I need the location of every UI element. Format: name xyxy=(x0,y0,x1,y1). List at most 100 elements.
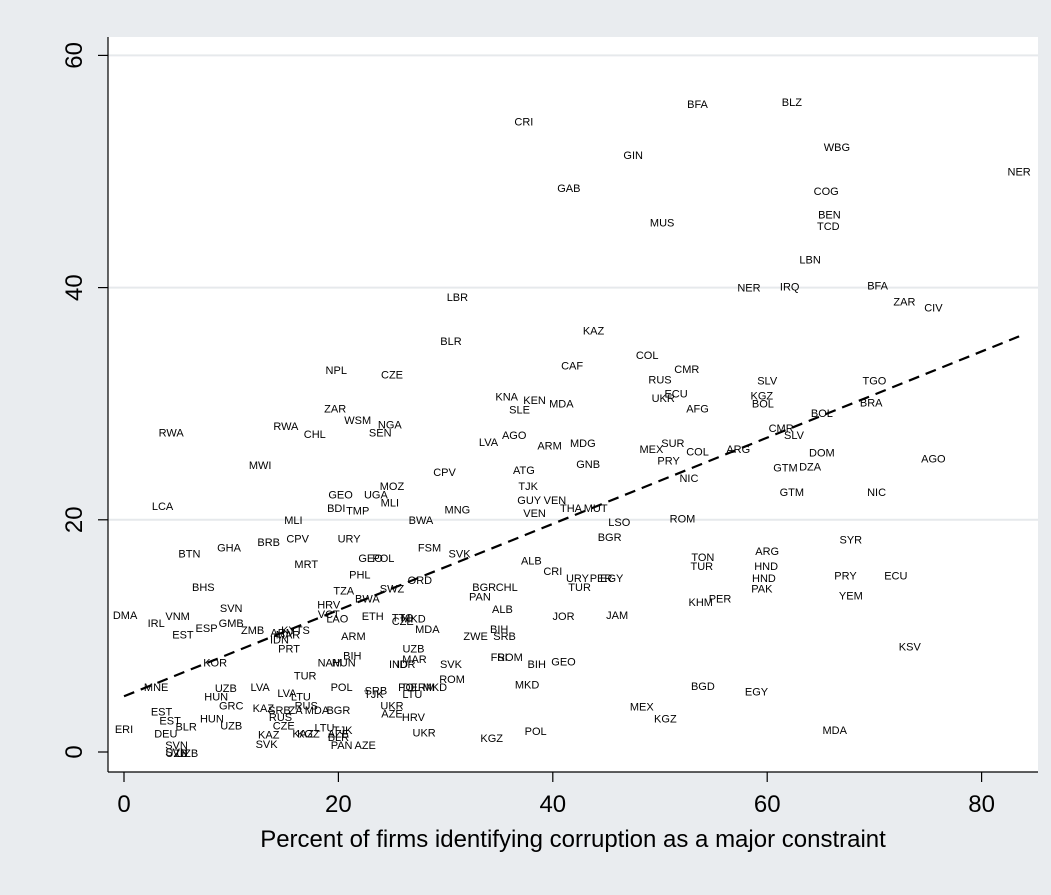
point-label-152: UZB xyxy=(402,644,424,656)
point-label-12: NER xyxy=(737,283,760,295)
point-label-173: LVA xyxy=(251,682,271,694)
point-label-162: BIH xyxy=(528,659,546,671)
point-label-121: BWA xyxy=(355,594,380,606)
point-label-181: LVA xyxy=(277,688,297,700)
point-label-48: SLV xyxy=(784,430,805,442)
point-label-158: NAM xyxy=(318,658,342,670)
point-label-109: ECU xyxy=(884,571,907,583)
point-label-209: BLR xyxy=(328,732,349,744)
point-label-100: MRT xyxy=(294,559,318,571)
point-label-49: LVA xyxy=(479,437,499,449)
point-label-150: IDN xyxy=(270,634,289,646)
point-label-178: SRB xyxy=(365,685,388,697)
point-label-6: GAB xyxy=(557,183,580,195)
point-label-43: SEN xyxy=(369,428,392,440)
point-label-216: SVK xyxy=(256,739,279,751)
point-label-57: PRY xyxy=(657,456,680,468)
point-label-176: DERM xyxy=(403,682,435,694)
point-label-103: CRI xyxy=(543,566,562,578)
point-label-102: TUR xyxy=(691,561,714,573)
point-label-153: PRT xyxy=(278,644,300,656)
point-label-1: BFA xyxy=(687,99,708,111)
point-label-26: SLV xyxy=(757,375,778,387)
point-label-170: EGY xyxy=(745,687,769,699)
point-label-217: SVN xyxy=(165,740,188,752)
point-label-53: MEX xyxy=(640,444,665,456)
point-label-164: SVK xyxy=(440,659,463,671)
point-label-35: AFG xyxy=(686,403,709,415)
point-label-46: CMR xyxy=(769,423,794,435)
point-label-90: GHA xyxy=(217,543,242,555)
point-label-221: UZB xyxy=(176,748,198,760)
point-label-25: RUS xyxy=(648,374,671,386)
point-label-65: ATG xyxy=(513,465,535,477)
point-label-154: BIH xyxy=(343,651,361,663)
point-label-106: PER xyxy=(590,573,613,585)
point-label-24: CMR xyxy=(674,364,699,376)
point-label-161: IDR xyxy=(396,659,415,671)
point-label-13: IRQ xyxy=(780,281,800,293)
point-label-2: BLZ xyxy=(782,97,802,109)
x-tick-label-60: 60 xyxy=(754,791,781,818)
point-label-141: ZMB xyxy=(241,625,264,637)
point-label-167: ROM xyxy=(439,674,465,686)
point-label-50: ARM xyxy=(537,440,561,452)
point-label-157: ROM xyxy=(497,652,523,664)
point-label-212: MDA xyxy=(823,725,848,737)
point-label-117: TZA xyxy=(333,586,354,598)
point-label-85: LSO xyxy=(608,517,630,529)
point-label-179: TJK xyxy=(364,689,384,701)
point-label-135: MKD xyxy=(401,613,426,625)
point-label-133: TTO xyxy=(392,612,414,624)
point-label-37: BRA xyxy=(860,398,883,410)
point-label-98: TON xyxy=(691,552,714,564)
point-label-182: LTU xyxy=(291,691,311,703)
point-label-61: MWI xyxy=(249,460,272,472)
point-label-8: BEN xyxy=(818,209,841,221)
point-label-174: POL xyxy=(331,682,353,694)
point-label-77: BDI xyxy=(327,503,345,515)
point-label-177: MKD xyxy=(423,682,448,694)
point-label-93: SVK xyxy=(449,548,472,560)
point-label-139: ESP xyxy=(196,623,218,635)
point-label-125: SVN xyxy=(220,603,243,615)
point-label-188: SRB xyxy=(268,705,291,717)
point-label-28: ECU xyxy=(664,388,687,400)
point-label-27: TGO xyxy=(862,375,886,387)
point-label-39: BOL xyxy=(811,408,833,420)
point-label-33: SLE xyxy=(509,405,530,417)
point-label-183: HUN xyxy=(204,691,228,703)
point-label-54: COL xyxy=(686,446,709,458)
point-label-74: VEN xyxy=(544,495,567,507)
point-label-112: BHS xyxy=(192,582,215,594)
point-label-51: MDG xyxy=(570,438,596,450)
point-label-5: NER xyxy=(1008,167,1031,179)
point-label-140: MDA xyxy=(415,624,440,636)
point-label-59: DZA xyxy=(799,461,822,473)
point-label-101: HND xyxy=(754,561,778,573)
point-label-99: ALB xyxy=(521,555,542,567)
point-label-63: NIC xyxy=(679,473,698,485)
point-label-201: UZB xyxy=(220,720,242,732)
point-label-215: KGZ xyxy=(480,733,503,745)
point-label-97: POL xyxy=(372,553,394,565)
point-label-119: YEM xyxy=(839,590,863,602)
point-label-120: PAN xyxy=(469,591,491,603)
point-label-198: HUN xyxy=(200,713,224,725)
point-label-159: HUN xyxy=(332,658,356,670)
point-label-115: TUR xyxy=(568,582,591,594)
point-label-22: NPL xyxy=(326,365,347,377)
point-label-123: KHM xyxy=(689,597,713,609)
point-label-130: JOR xyxy=(553,611,575,623)
point-label-156: FSI xyxy=(491,652,508,664)
point-label-222: UZB xyxy=(166,748,188,760)
point-label-60: AGO xyxy=(921,453,946,465)
point-label-128: DMA xyxy=(113,610,138,622)
point-label-80: VEN xyxy=(523,508,546,520)
point-label-205: ERI xyxy=(115,724,133,736)
point-label-0: CRI xyxy=(514,117,533,129)
point-label-73: GUY xyxy=(517,495,542,507)
point-label-118: PAK xyxy=(751,583,773,595)
point-label-131: JAM xyxy=(606,610,628,622)
point-label-110: HND xyxy=(752,573,776,585)
